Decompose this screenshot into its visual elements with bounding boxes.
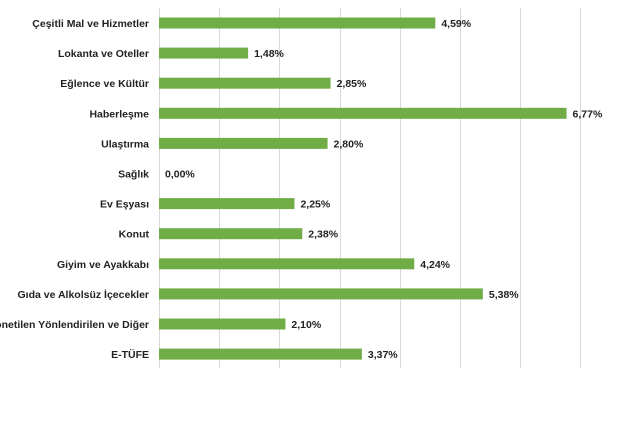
category-label: Ulaştırma bbox=[101, 138, 149, 150]
value-label: 2,10% bbox=[291, 319, 321, 331]
category-label: Ev Eşyası bbox=[100, 199, 149, 211]
value-label: 1,48% bbox=[254, 48, 284, 60]
value-label: 2,85% bbox=[337, 78, 367, 90]
category-label: Haberleşme bbox=[89, 108, 149, 120]
value-label: 2,80% bbox=[334, 138, 364, 150]
value-labels: 4,59% 1,48% 2,85% 6,77% 2,80% 0,00% 2,25% 2,38%… bbox=[165, 18, 603, 361]
value-label: 0,00% bbox=[165, 169, 195, 181]
value-label: 5,38% bbox=[489, 289, 519, 301]
value-label: 3,37% bbox=[368, 349, 398, 361]
category-label: E-TÜFE bbox=[111, 348, 149, 361]
bar bbox=[159, 198, 295, 210]
bar bbox=[159, 258, 415, 270]
value-label: 2,25% bbox=[300, 199, 330, 211]
bar bbox=[159, 47, 249, 59]
category-label: Gıda ve Alkolsüz İçecekler bbox=[17, 288, 149, 301]
category-label: Yönetilen Yönlendirilen ve Diğer bbox=[0, 319, 149, 331]
category-label: Giyim ve Ayakkabı bbox=[57, 259, 149, 271]
bar bbox=[159, 77, 331, 89]
value-label: 2,38% bbox=[308, 229, 338, 241]
category-label: Lokanta ve Oteller bbox=[58, 48, 149, 60]
bar bbox=[159, 318, 286, 330]
bar bbox=[159, 137, 328, 149]
category-labels: Çeşitli Mal ve Hizmetler Lokanta ve Otell… bbox=[0, 18, 149, 361]
value-label: 6,77% bbox=[573, 108, 603, 120]
bar bbox=[159, 288, 483, 300]
bars bbox=[159, 17, 567, 360]
value-label: 4,59% bbox=[441, 18, 471, 30]
bar bbox=[159, 228, 303, 240]
category-label: Konut bbox=[119, 229, 150, 241]
value-label: 4,24% bbox=[420, 259, 450, 271]
category-label: Eğlence ve Kültür bbox=[60, 78, 149, 90]
bar bbox=[159, 17, 436, 29]
gridlines bbox=[159, 8, 581, 368]
bar bbox=[159, 348, 362, 360]
category-label: Sağlık bbox=[118, 169, 149, 181]
category-label: Çeşitli Mal ve Hizmetler bbox=[32, 18, 149, 30]
bar bbox=[159, 107, 567, 119]
